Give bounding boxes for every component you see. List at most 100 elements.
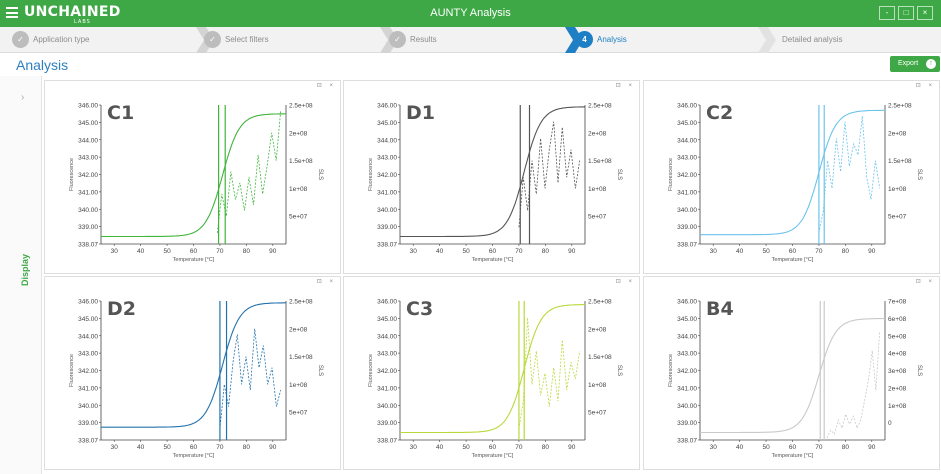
y2-axis-label: SLS: [616, 365, 622, 376]
y2-tick-label: 2.5e+08: [289, 299, 313, 306]
y2-tick-label: 1.5e+08: [588, 354, 612, 361]
chart-panel[interactable]: ⊡ × 346.00 345.00 344.00 343.00 342.00 341.00 3…: [44, 276, 341, 470]
y-tick-label: 342.00: [78, 172, 98, 179]
y-tick-label: 344.00: [377, 333, 397, 340]
x-tick-label: 90: [568, 444, 576, 451]
x-tick-label: 90: [868, 444, 876, 451]
x-tick-label: 80: [542, 248, 550, 255]
step-label: Select filters: [225, 35, 269, 44]
fluorescence-series-line: [400, 106, 585, 238]
y2-tick-label: 2.5e+08: [588, 103, 612, 110]
y-tick-label: 345.00: [677, 120, 697, 127]
y2-tick-label: 0: [888, 420, 892, 427]
sls-series-line: [518, 317, 581, 429]
upload-icon: ↑: [926, 59, 936, 69]
y-tick-label: 344.00: [78, 137, 98, 144]
y2-tick-label: 2e+08: [888, 385, 907, 392]
panel-controls-icon[interactable]: ⊡ ×: [316, 83, 336, 89]
x-tick-label: 80: [243, 444, 251, 451]
close-button[interactable]: ×: [917, 6, 933, 20]
export-button[interactable]: Export ↑: [890, 56, 940, 72]
sample-label: C3: [406, 298, 434, 320]
minimize-button[interactable]: -: [879, 6, 895, 20]
y-tick-label: 346.00: [78, 103, 98, 110]
logo: UNCHAINED LABS: [24, 4, 121, 25]
y-tick-label: 344.00: [677, 137, 697, 144]
step-label: Detailed analysis: [782, 35, 843, 44]
fluorescence-series-line: [700, 318, 885, 434]
y2-tick-label: 5e+07: [588, 214, 607, 221]
maximize-button[interactable]: □: [898, 6, 914, 20]
fluorescence-series-line: [700, 109, 885, 236]
x-tick-label: 40: [137, 444, 145, 451]
chart-panel[interactable]: ⊡ × 346.00 345.00 344.00 343.00 342.00 341.00 3…: [44, 80, 341, 274]
chart-panel[interactable]: ⊡ × 346.00 345.00 344.00 343.00 342.00 341.00 3…: [343, 80, 640, 274]
x-tick-label: 90: [868, 248, 876, 255]
y-tick-label: 341.00: [78, 385, 98, 392]
y-tick-label: 342.00: [677, 172, 697, 179]
y-tick-label: 338.07: [377, 438, 397, 445]
y2-tick-label: 2e+08: [588, 326, 607, 333]
panel-controls-icon[interactable]: ⊡ ×: [316, 279, 336, 285]
y2-tick-label: 1e+08: [289, 382, 308, 389]
panel-controls-icon[interactable]: ⊡ ×: [615, 279, 635, 285]
fluorescence-series-line: [101, 302, 286, 428]
x-axis-label: Temperature [°C]: [472, 453, 514, 459]
y-tick-label: 345.00: [78, 120, 98, 127]
chart-panel[interactable]: ⊡ × 346.00 345.00 344.00 343.00 342.00 341.00 3…: [643, 80, 940, 274]
x-tick-label: 60: [190, 444, 198, 451]
y2-tick-label: 1.5e+08: [289, 354, 313, 361]
y-tick-label: 343.00: [377, 155, 397, 162]
x-tick-label: 70: [216, 444, 224, 451]
x-tick-label: 30: [111, 444, 119, 451]
sample-label: B4: [706, 298, 734, 320]
chart-panel[interactable]: ⊡ × 346.00 345.00 344.00 343.00 342.00 341.00 3…: [643, 276, 940, 470]
panel-controls-icon[interactable]: ⊡ ×: [615, 83, 635, 89]
y2-tick-label: 1e+08: [289, 186, 308, 193]
y2-tick-label: 2.5e+08: [289, 103, 313, 110]
panel-controls-icon[interactable]: ⊡ ×: [915, 83, 935, 89]
y2-tick-label: 1e+08: [588, 186, 607, 193]
x-tick-label: 60: [789, 444, 797, 451]
y-tick-label: 338.07: [78, 242, 98, 249]
display-sidebar: › Display: [0, 76, 42, 474]
x-tick-label: 90: [269, 444, 277, 451]
x-tick-label: 50: [762, 444, 770, 451]
display-toggle[interactable]: Display: [20, 253, 30, 286]
y2-tick-label: 2.5e+08: [888, 103, 912, 110]
menu-icon[interactable]: [6, 7, 18, 18]
wizard-steps: ✓ Application type ✓ Select filters ✓ Re…: [0, 27, 941, 53]
title-bar: UNCHAINED LABS AUNTY Analysis - □ ×: [0, 0, 941, 27]
x-axis-label: Temperature [°C]: [173, 257, 215, 263]
y2-tick-label: 7e+08: [888, 299, 907, 306]
x-tick-label: 70: [815, 444, 823, 451]
y-tick-label: 340.00: [677, 207, 697, 214]
expand-arrow-icon[interactable]: ›: [21, 92, 25, 103]
x-tick-label: 80: [842, 444, 850, 451]
x-tick-label: 70: [815, 248, 823, 255]
y-tick-label: 339.00: [78, 224, 98, 231]
y2-tick-label: 5e+07: [289, 214, 308, 221]
y2-tick-label: 6e+08: [888, 316, 907, 323]
fluorescence-series-line: [400, 304, 585, 434]
y2-tick-label: 5e+07: [289, 410, 308, 417]
check-icon: ✓: [389, 31, 406, 48]
export-label: Export: [898, 60, 919, 67]
page-title: Analysis: [16, 57, 69, 73]
sample-label: D1: [406, 102, 435, 124]
sample-label: C2: [706, 102, 734, 124]
panel-controls-icon[interactable]: ⊡ ×: [915, 279, 935, 285]
chart-panel[interactable]: ⊡ × 346.00 345.00 344.00 343.00 342.00 341.00 3…: [343, 276, 640, 470]
melt-curve-chart: 346.00 345.00 344.00 343.00 342.00 341.00 340.…: [69, 103, 323, 264]
y2-tick-label: 2e+08: [289, 326, 308, 333]
x-axis-label: Temperature [°C]: [472, 257, 514, 263]
step-label: Analysis: [597, 35, 627, 44]
y-tick-label: 341.00: [677, 189, 697, 196]
sls-series-line: [826, 330, 881, 439]
sample-label: C1: [107, 102, 135, 124]
y2-tick-label: 2e+08: [588, 130, 607, 137]
y2-axis-label: SLS: [616, 169, 622, 180]
y2-tick-label: 1.5e+08: [888, 158, 912, 165]
x-tick-label: 30: [710, 444, 718, 451]
x-tick-label: 50: [163, 444, 171, 451]
